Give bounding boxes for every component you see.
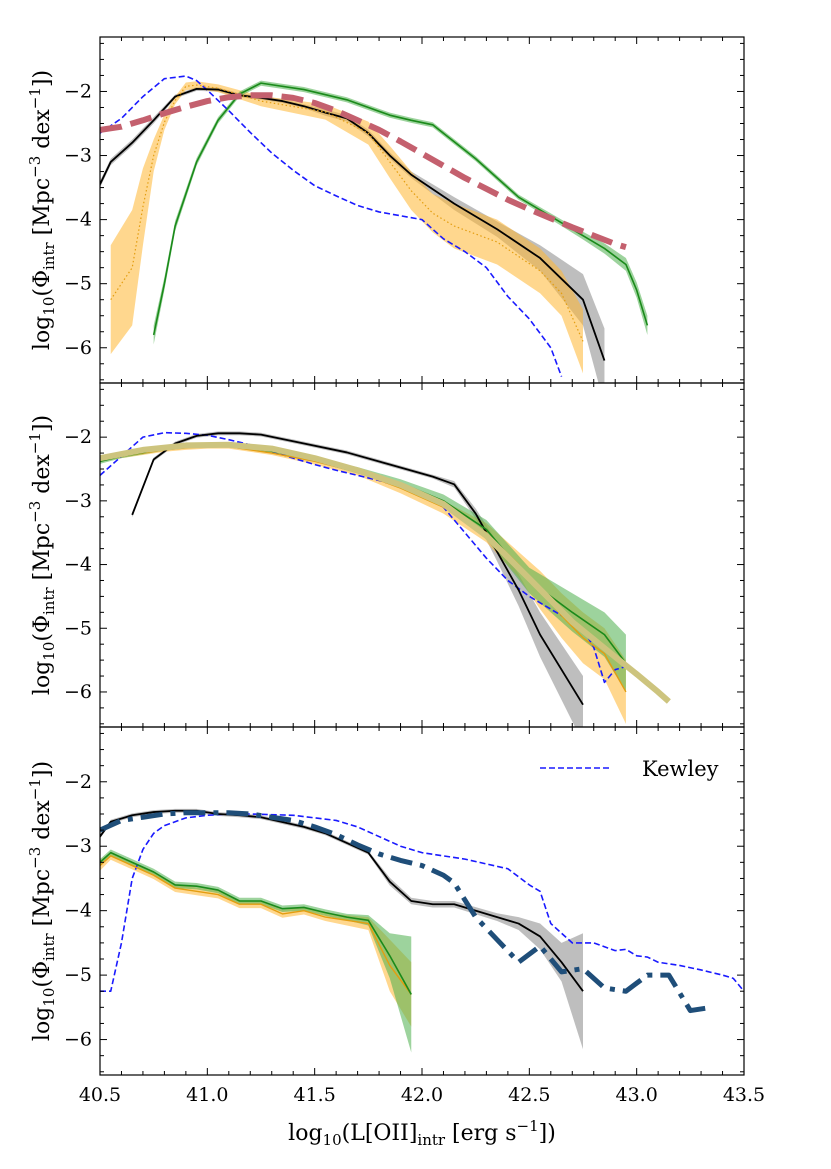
- y-tick-label: −3: [64, 490, 92, 512]
- y-tick-label: −5: [64, 273, 92, 295]
- y-tick-label: −4: [64, 900, 92, 922]
- x-tick-label: 42.0: [401, 1084, 443, 1106]
- y-tick-label: −4: [64, 554, 92, 576]
- x-tick-label: 43.5: [723, 1084, 765, 1106]
- legend-label-kewley: Kewley: [642, 757, 719, 781]
- y-tick-label: −6: [64, 681, 92, 703]
- series-top-3-band: [110, 81, 583, 374]
- series-top-4-band: [153, 80, 648, 345]
- y-tick-label: −3: [64, 835, 92, 857]
- series-bottom-1-line: [100, 813, 744, 993]
- y-tick-label: −6: [64, 337, 92, 359]
- series-bottom-2-band: [100, 808, 583, 1050]
- plot-area: [100, 808, 744, 1053]
- series-middle-2-line: [131, 432, 584, 706]
- y-axis-label: log10(Φintr [Mpc−3 dex−1]): [26, 70, 58, 350]
- x-tick-label: 42.5: [508, 1084, 550, 1106]
- x-tick-label: 41.5: [294, 1084, 336, 1106]
- y-tick-label: −5: [64, 964, 92, 986]
- x-tick-label: 40.5: [79, 1084, 121, 1106]
- y-tick-label: −2: [64, 771, 92, 793]
- y-tick-label: −5: [64, 617, 92, 639]
- plot-area: [100, 75, 649, 383]
- series-bottom-5-line: [100, 810, 713, 1014]
- y-tick-label: −6: [64, 1029, 92, 1051]
- legend: Kewley: [540, 757, 719, 781]
- y-tick-label: −3: [64, 145, 92, 167]
- y-tick-label: −2: [64, 80, 92, 102]
- series-bottom-4-band: [100, 849, 412, 1053]
- series-bottom-4-line: [100, 851, 412, 995]
- x-axis-label: log10(L[OII]intr [erg s−1]): [288, 1117, 556, 1149]
- y-axis-label: log10(Φintr [Mpc−3 dex−1]): [26, 761, 58, 1041]
- x-tick-label: 43.0: [616, 1084, 658, 1106]
- x-tick-label: 41.0: [186, 1084, 228, 1106]
- panel-top: −2 −3 −4 −5 −6 log10(Φintr [Mpc−3 dex−1]): [26, 36, 745, 384]
- panel-bottom: −2 −3 −4 −5 −6 log10(Φintr [Mpc−3 dex−1]) 40.5…: [26, 726, 765, 1106]
- series-middle-2-band: [132, 431, 583, 727]
- y-tick-label: −4: [64, 209, 92, 231]
- y-tick-label: −2: [64, 426, 92, 448]
- panel-middle: −2 −3 −4 −5 −6 log10(Φintr [Mpc−3 dex−1]): [26, 382, 745, 728]
- plot-area: [100, 431, 671, 727]
- y-axis-label: log10(Φintr [Mpc−3 dex−1]): [26, 415, 58, 695]
- series-bottom-3-line: [100, 855, 412, 995]
- series-top-1-line: [100, 75, 563, 377]
- series-top-4-line: [152, 82, 649, 336]
- series-bottom-3-band: [100, 852, 412, 1027]
- series-middle-5-line: [100, 441, 671, 704]
- series-top-5-line: [100, 92, 627, 251]
